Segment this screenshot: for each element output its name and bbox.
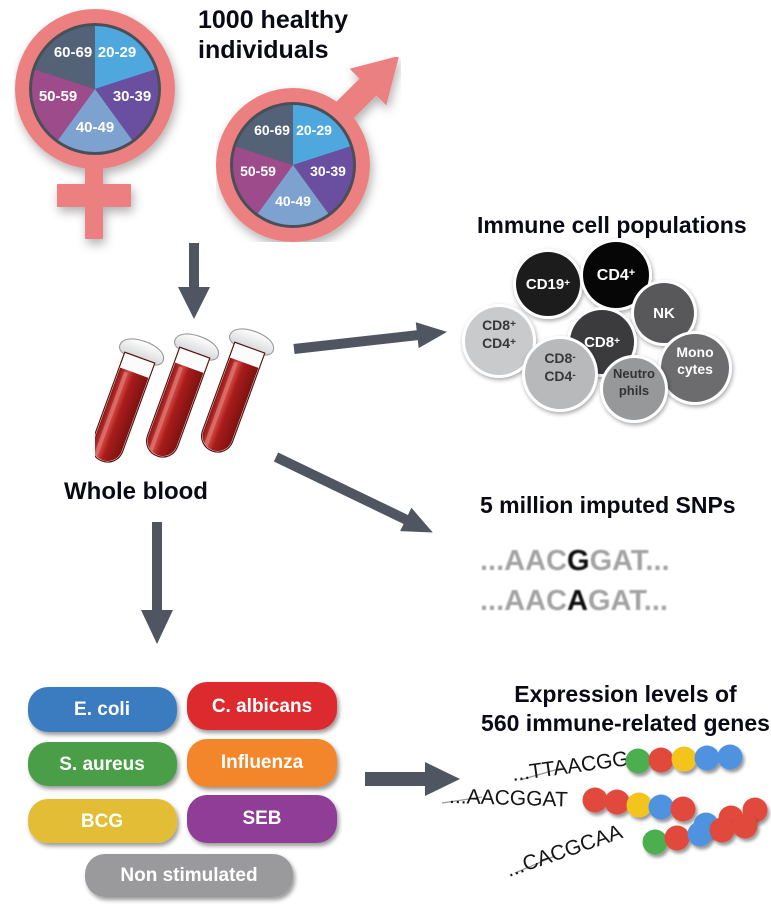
svg-text:30-39: 30-39 [113,88,151,105]
svg-text:60-69: 60-69 [254,122,290,138]
svg-text:Influenza: Influenza [221,752,304,773]
svg-text:phils: phils [619,383,649,398]
svg-text:30-39: 30-39 [310,163,346,179]
svg-text:NK: NK [653,305,675,322]
svg-text:Non stimulated: Non stimulated [120,865,257,886]
svg-text:60-69: 60-69 [54,44,92,61]
svg-text:20-29: 20-29 [296,122,332,138]
svg-text:CD19+: CD19+ [526,276,570,293]
svg-text:...TTAACGG: ...TTAACGG [511,747,630,786]
svg-text:SEB: SEB [242,808,281,829]
svg-text:cytes: cytes [677,361,713,377]
svg-text:...CACGCAA: ...CACGCAA [503,820,625,881]
svg-text:CD4-: CD4- [544,368,575,384]
svg-text:C. albicans: C. albicans [212,696,312,717]
svg-text:50-59: 50-59 [39,88,77,105]
svg-text:...AACGGAT: ...AACGGAT [449,785,568,812]
svg-text:...AACAGAT...: ...AACAGAT... [480,585,668,617]
svg-text:...AACGGAT...: ...AACGGAT... [480,545,670,577]
svg-text:20-29: 20-29 [98,44,136,61]
svg-text:40-49: 40-49 [275,193,311,209]
svg-text:CD8-: CD8- [544,350,575,366]
svg-text:BCG: BCG [81,811,123,832]
svg-text:Mono: Mono [676,344,713,360]
svg-text:50-59: 50-59 [240,163,276,179]
svg-text:E. coli: E. coli [74,699,130,720]
svg-text:S. aureus: S. aureus [59,754,145,775]
svg-text:40-49: 40-49 [76,119,114,136]
svg-text:Neutro: Neutro [613,366,655,381]
